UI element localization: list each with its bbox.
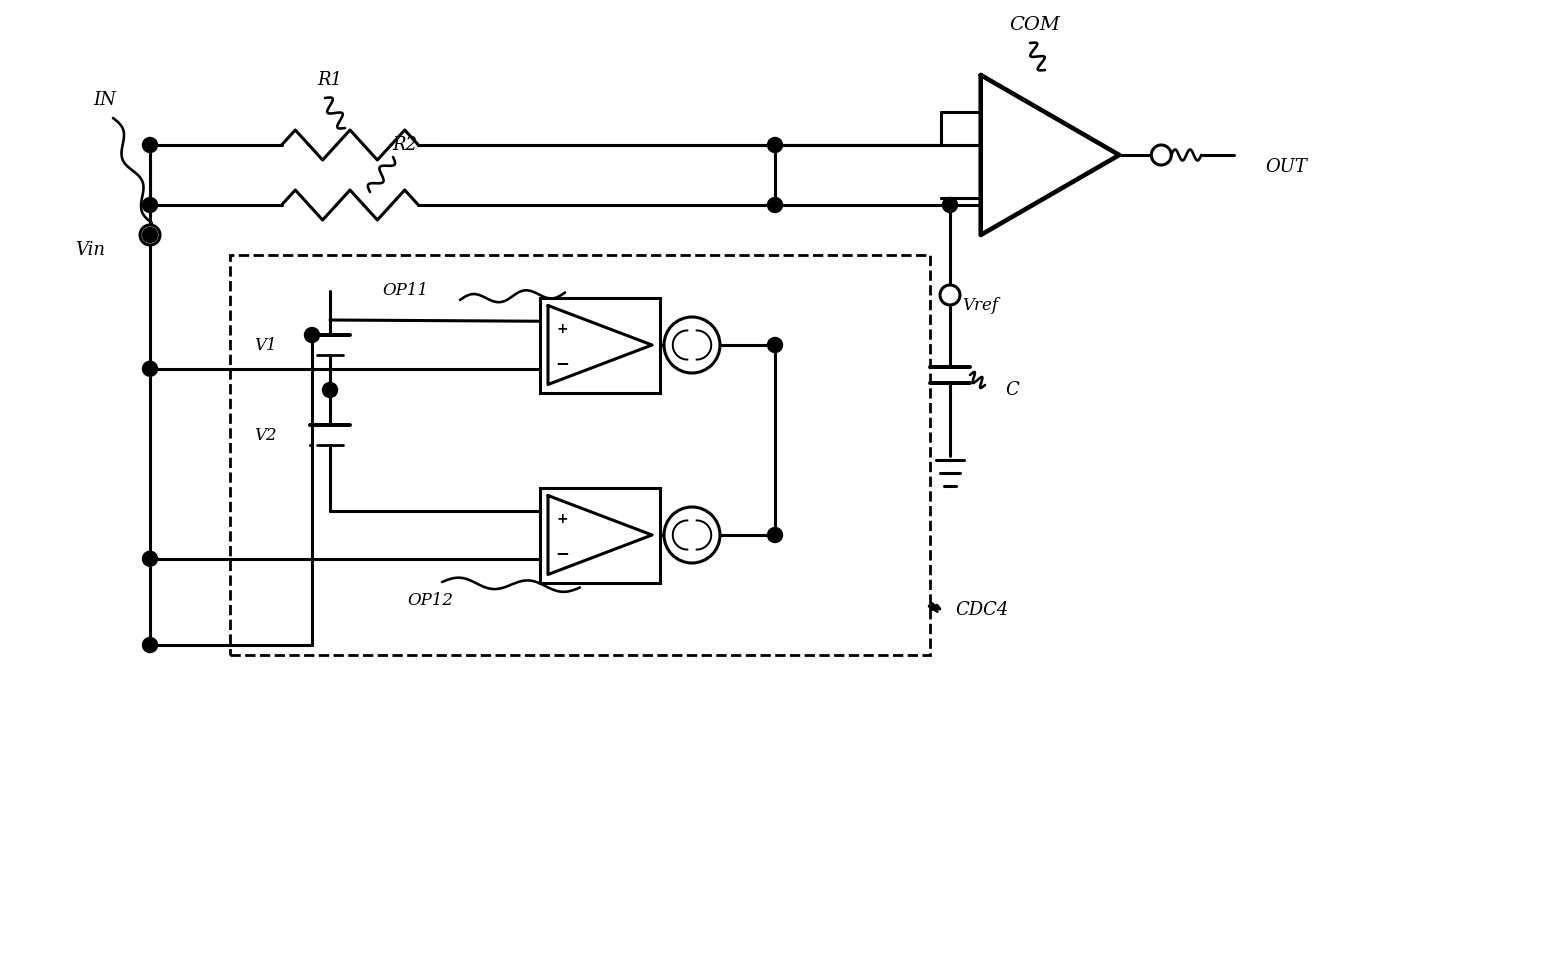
Text: CDC4: CDC4 <box>955 601 1009 619</box>
Circle shape <box>767 138 783 153</box>
Circle shape <box>143 361 158 376</box>
Text: V1: V1 <box>254 336 276 353</box>
Circle shape <box>1152 145 1172 165</box>
Text: −: − <box>555 354 569 372</box>
Text: −: − <box>555 544 569 562</box>
Circle shape <box>942 198 958 213</box>
Circle shape <box>767 198 783 213</box>
Text: Vin: Vin <box>74 241 105 259</box>
Circle shape <box>143 198 158 213</box>
FancyBboxPatch shape <box>539 298 660 393</box>
Circle shape <box>143 138 158 153</box>
Text: C: C <box>1004 381 1018 399</box>
Text: COM: COM <box>1009 16 1060 34</box>
Circle shape <box>322 383 338 397</box>
Text: V2: V2 <box>254 427 276 443</box>
Text: OP11: OP11 <box>381 282 428 299</box>
Circle shape <box>143 638 158 652</box>
Text: R2: R2 <box>392 136 417 154</box>
Circle shape <box>767 527 783 542</box>
Text: OUT: OUT <box>1265 158 1307 176</box>
Text: R1: R1 <box>318 71 343 89</box>
Text: Vref: Vref <box>963 296 998 313</box>
Circle shape <box>767 337 783 352</box>
Circle shape <box>143 227 158 243</box>
Text: +: + <box>556 322 567 336</box>
FancyBboxPatch shape <box>539 487 660 583</box>
Text: OP12: OP12 <box>408 591 453 608</box>
Circle shape <box>663 507 721 563</box>
Circle shape <box>140 225 160 245</box>
Text: +: + <box>556 512 567 526</box>
Circle shape <box>663 317 721 373</box>
Circle shape <box>143 551 158 566</box>
Circle shape <box>304 328 319 343</box>
Circle shape <box>939 285 959 305</box>
Text: IN: IN <box>93 91 116 109</box>
